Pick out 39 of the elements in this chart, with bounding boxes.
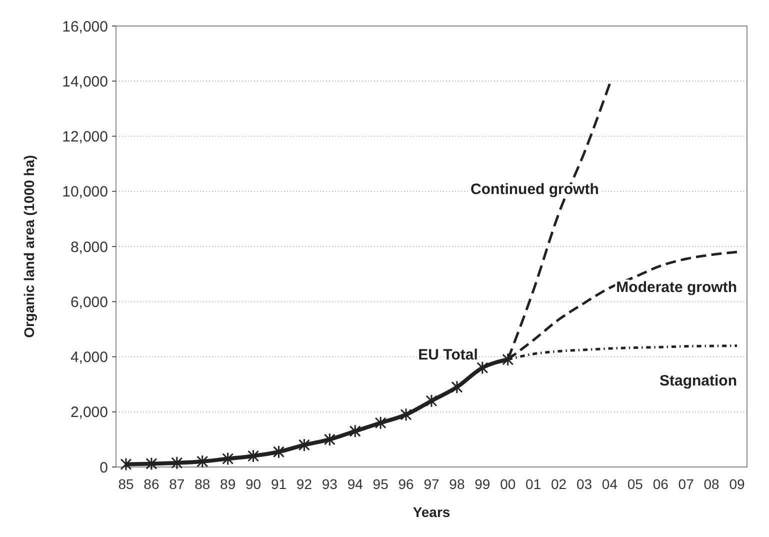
x-tick-label: 01 <box>526 476 542 492</box>
x-tick-label: 06 <box>652 476 669 492</box>
x-tick-label: 05 <box>627 476 644 492</box>
x-tick-label: 04 <box>602 476 618 492</box>
y-tick-label: 10,000 <box>62 184 108 201</box>
y-tick-label: 14,000 <box>62 73 108 90</box>
x-tick-label: 09 <box>729 476 745 492</box>
x-tick-label: 97 <box>424 476 440 492</box>
x-tick-label: 03 <box>576 476 592 492</box>
x-tick-label: 07 <box>678 476 694 492</box>
y-tick-label: 0 <box>100 459 108 476</box>
x-axis-title: Years <box>412 504 450 520</box>
y-tick-label: 4,000 <box>70 349 108 366</box>
series-label: Stagnation <box>660 372 737 390</box>
x-tick-label: 99 <box>474 476 490 492</box>
x-tick-label: 94 <box>347 476 364 492</box>
y-axis-title: Organic land area (1000 ha) <box>21 155 37 338</box>
x-tick-label: 87 <box>169 476 185 492</box>
y-tick-label: 2,000 <box>70 404 108 422</box>
x-tick-label: 96 <box>398 476 414 492</box>
x-tick-label: 08 <box>704 476 720 492</box>
x-tick-label: 00 <box>500 476 516 492</box>
x-tick-label: 92 <box>296 476 312 492</box>
y-tick-label: 16,000 <box>62 18 108 36</box>
y-tick-label: 12,000 <box>62 128 108 146</box>
x-tick-label: 88 <box>194 476 210 492</box>
y-tick-label: 6,000 <box>70 294 108 311</box>
series-label: EU Total <box>418 346 478 364</box>
x-tick-label: 89 <box>220 476 236 492</box>
x-tick-label: 90 <box>246 476 262 492</box>
series-label: Moderate growth <box>616 279 737 296</box>
x-tick-label: 93 <box>322 476 338 492</box>
x-tick-label: 98 <box>449 476 465 492</box>
x-tick-label: 91 <box>270 476 287 492</box>
x-tick-label: 02 <box>551 476 567 492</box>
x-tick-label: 95 <box>372 476 389 492</box>
x-tick-label: 86 <box>144 476 160 492</box>
y-tick-label: 8,000 <box>70 238 108 256</box>
x-tick-label: 85 <box>118 476 134 492</box>
